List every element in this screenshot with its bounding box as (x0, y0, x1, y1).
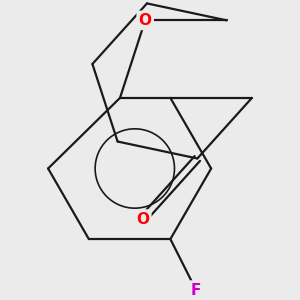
Text: F: F (191, 283, 201, 298)
Text: O: O (139, 13, 152, 28)
Text: O: O (136, 212, 149, 226)
